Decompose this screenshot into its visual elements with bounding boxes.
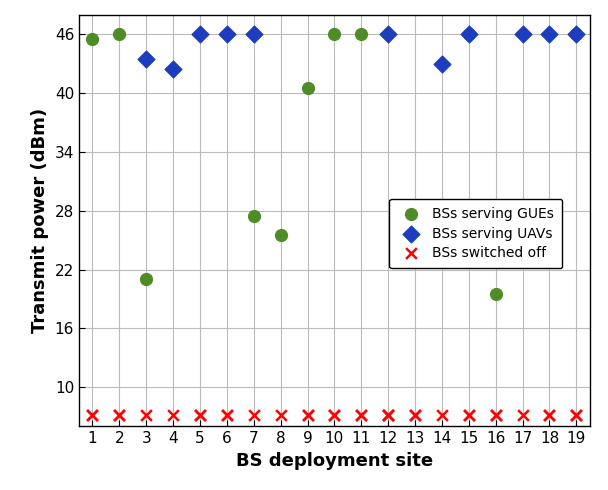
BSs serving GUEs	[464, 30, 474, 38]
BSs serving UAVs	[545, 30, 554, 38]
BSs switched off	[410, 411, 420, 418]
BSs serving GUEs	[356, 30, 366, 38]
BSs switched off	[517, 411, 527, 418]
BSs switched off	[222, 411, 232, 418]
BSs serving UAVs	[437, 60, 447, 68]
BSs switched off	[330, 411, 339, 418]
X-axis label: BS deployment site: BS deployment site	[236, 452, 433, 470]
BSs switched off	[142, 411, 151, 418]
BSs switched off	[114, 411, 124, 418]
BSs serving GUEs	[330, 30, 339, 38]
BSs switched off	[491, 411, 500, 418]
BSs serving UAVs	[195, 30, 205, 38]
BSs switched off	[195, 411, 205, 418]
BSs serving UAVs	[142, 55, 151, 63]
BSs switched off	[545, 411, 554, 418]
BSs serving UAVs	[168, 65, 178, 73]
BSs switched off	[383, 411, 393, 418]
BSs serving UAVs	[249, 30, 258, 38]
BSs serving UAVs	[517, 30, 527, 38]
BSs serving UAVs	[464, 30, 474, 38]
BSs switched off	[491, 411, 500, 418]
BSs switched off	[303, 411, 313, 418]
BSs switched off	[356, 411, 366, 418]
BSs serving GUEs	[142, 275, 151, 283]
BSs switched off	[195, 411, 205, 418]
BSs serving GUEs	[410, 236, 420, 244]
BSs switched off	[572, 411, 581, 418]
BSs switched off	[464, 411, 474, 418]
BSs serving GUEs	[491, 290, 500, 298]
BSs switched off	[303, 411, 313, 418]
BSs serving GUEs	[572, 30, 581, 38]
BSs serving GUEs	[276, 231, 286, 239]
Legend: BSs serving GUEs, BSs serving UAVs, BSs switched off: BSs serving GUEs, BSs serving UAVs, BSs …	[389, 198, 562, 269]
BSs serving UAVs	[222, 30, 232, 38]
BSs switched off	[330, 411, 339, 418]
BSs switched off	[114, 411, 124, 418]
BSs switched off	[168, 411, 178, 418]
BSs serving UAVs	[383, 30, 393, 38]
BSs switched off	[222, 411, 232, 418]
BSs switched off	[572, 411, 581, 418]
BSs switched off	[88, 411, 97, 418]
BSs switched off	[249, 411, 258, 418]
BSs switched off	[383, 411, 393, 418]
BSs serving UAVs	[572, 30, 581, 38]
BSs switched off	[410, 411, 420, 418]
Y-axis label: Transmit power (dBm): Transmit power (dBm)	[31, 108, 49, 333]
BSs serving GUEs	[88, 35, 97, 43]
BSs switched off	[545, 411, 554, 418]
BSs serving GUEs	[303, 84, 313, 92]
BSs switched off	[464, 411, 474, 418]
BSs switched off	[383, 411, 393, 418]
BSs switched off	[88, 411, 97, 418]
BSs switched off	[276, 411, 286, 418]
BSs serving GUEs	[114, 30, 124, 38]
BSs switched off	[356, 411, 366, 418]
BSs switched off	[437, 411, 447, 418]
BSs serving GUEs	[249, 212, 258, 220]
